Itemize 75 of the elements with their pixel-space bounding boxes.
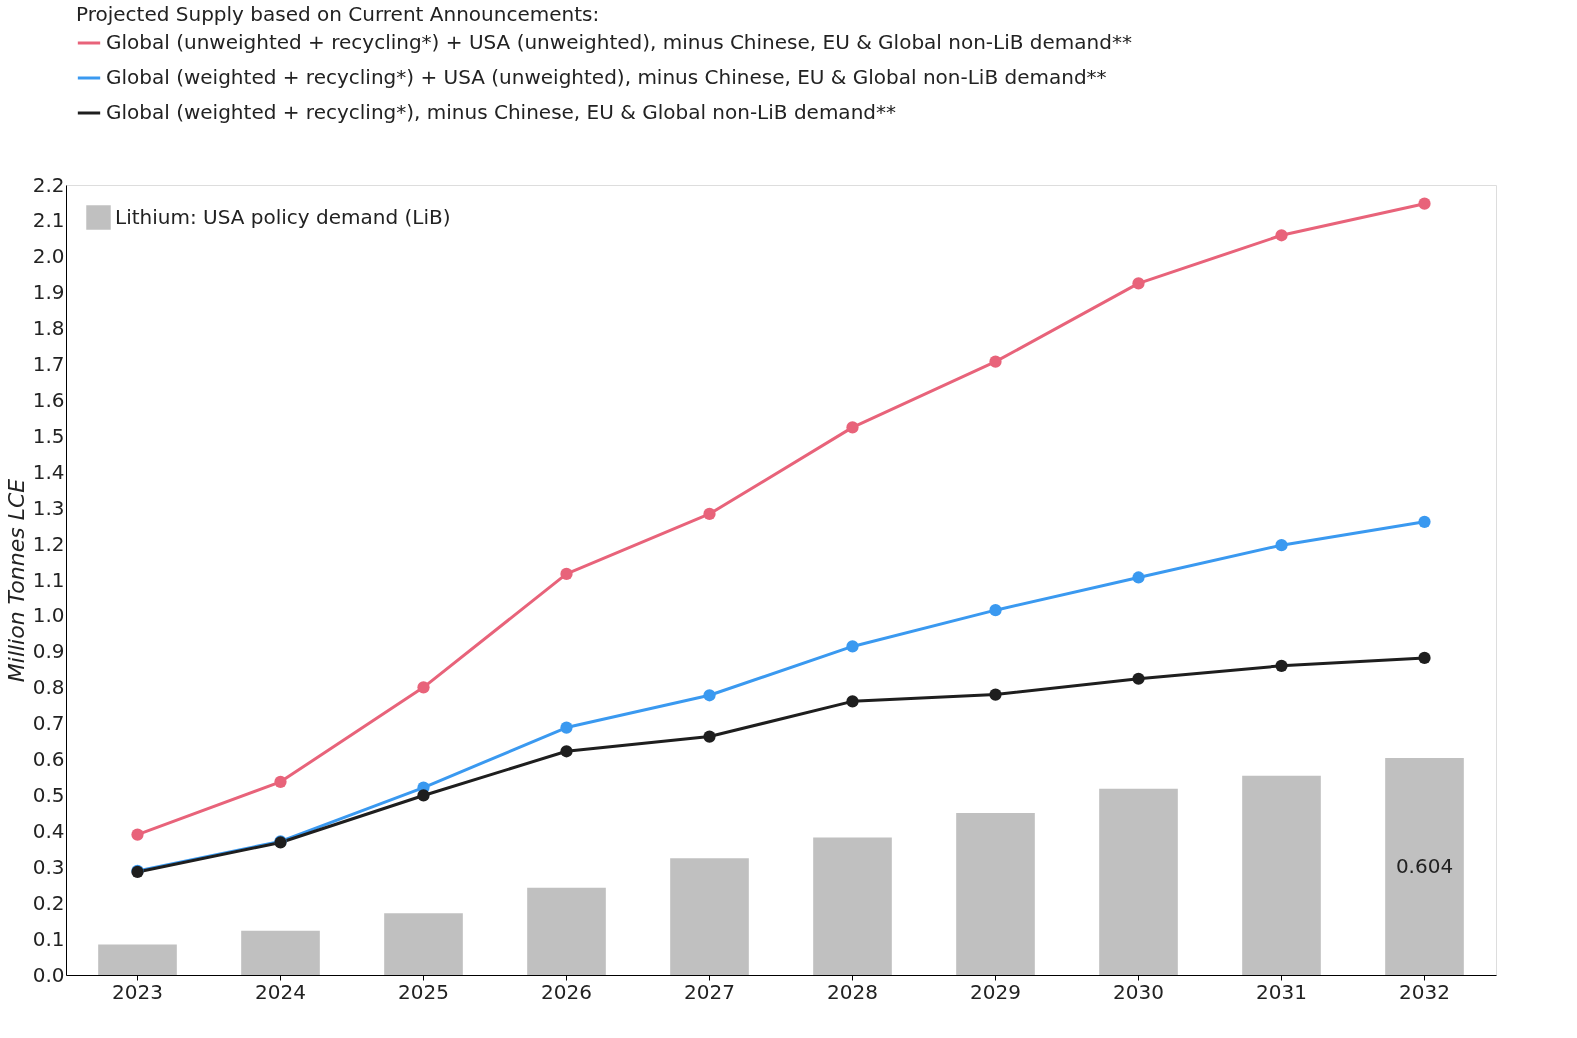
point [846, 695, 859, 708]
point [417, 681, 430, 694]
y-tick-label: 2.2 [32, 172, 65, 197]
x-tick-label: 2026 [541, 979, 592, 1004]
y-tick-label: 0.1 [32, 926, 65, 951]
bar [384, 913, 463, 975]
bar [956, 813, 1035, 975]
point [1275, 659, 1288, 672]
y-tick-label: 1.6 [32, 387, 65, 412]
point [1418, 515, 1431, 528]
y-tick-label: 1.7 [32, 352, 65, 377]
y-tick-label: 1.3 [32, 495, 65, 520]
point [1132, 571, 1145, 584]
point [560, 745, 573, 758]
data-label: 0.604 [1395, 853, 1454, 878]
point [560, 567, 573, 581]
point [989, 688, 1002, 701]
x-tick-label: 2032 [1399, 979, 1450, 1004]
x-tick-label: 2023 [112, 979, 163, 1004]
point [1418, 651, 1431, 665]
legend-title: Projected Supply based on Current Announcements: [76, 2, 600, 26]
y-tick-label: 0.0 [32, 962, 65, 987]
point [703, 730, 716, 743]
point [417, 789, 430, 802]
y-tick-label: 2.0 [32, 244, 65, 269]
x-tick-label: 2027 [684, 979, 735, 1004]
bar [1242, 775, 1321, 975]
y-tick-label: 1.1 [32, 567, 65, 592]
y-tick-label: 0.7 [32, 711, 65, 736]
point [274, 775, 287, 788]
x-tick-label: 2030 [1113, 979, 1164, 1004]
y-axis-title: Million Tonnes LCE [3, 478, 29, 683]
bar [813, 837, 892, 975]
point [131, 828, 144, 841]
y-tick-label: 0.2 [32, 890, 65, 915]
y-tick-label: 0.6 [32, 747, 65, 772]
point [989, 604, 1002, 617]
legend-label: Global (weighted + recycling*) + USA (unweighted), minus Chinese, EU & Global non-LiB demand** [106, 65, 1107, 89]
legend-label: Lithium: USA policy demand (LiB) [115, 204, 451, 229]
y-tick-label: 1.4 [32, 459, 65, 484]
point [1275, 229, 1288, 242]
point [703, 689, 716, 702]
x-tick-label: 2024 [255, 979, 306, 1004]
y-tick-label: 1.8 [32, 316, 65, 341]
y-tick-label: 0.3 [32, 854, 65, 879]
point [846, 640, 859, 653]
bar [98, 944, 177, 975]
y-tick-label: 1.9 [32, 280, 65, 305]
y-tick-label: 0.8 [32, 675, 65, 700]
legend-label: Global (weighted + recycling*), minus Chinese, EU & Global non-LiB demand** [106, 100, 896, 124]
point [1132, 277, 1145, 290]
point [846, 421, 859, 434]
x-tick-label: 2031 [1256, 979, 1307, 1004]
point [1418, 197, 1431, 210]
x-tick-label: 2025 [398, 979, 449, 1004]
y-tick-label: 0.5 [32, 782, 65, 807]
x-tick-label: 2028 [827, 979, 878, 1004]
point [989, 355, 1002, 368]
point [703, 507, 716, 521]
point [1132, 672, 1145, 685]
y-tick-label: 2.1 [32, 208, 65, 233]
bar [527, 887, 606, 975]
bar [670, 858, 749, 975]
x-tick-label: 2029 [970, 979, 1021, 1004]
y-tick-label: 0.9 [32, 639, 65, 664]
point [1275, 539, 1288, 552]
y-tick-label: 1.2 [32, 531, 65, 556]
y-tick-label: 1.5 [32, 423, 65, 448]
bar [241, 930, 320, 975]
point [560, 721, 573, 734]
bar [1385, 758, 1464, 975]
legend-label: Global (unweighted + recycling*) + USA (unweighted), minus Chinese, EU & Global non-LiB demand** [106, 30, 1132, 54]
y-tick-label: 0.4 [32, 818, 65, 843]
y-tick-label: 1.0 [32, 603, 65, 628]
bar [1099, 788, 1178, 975]
